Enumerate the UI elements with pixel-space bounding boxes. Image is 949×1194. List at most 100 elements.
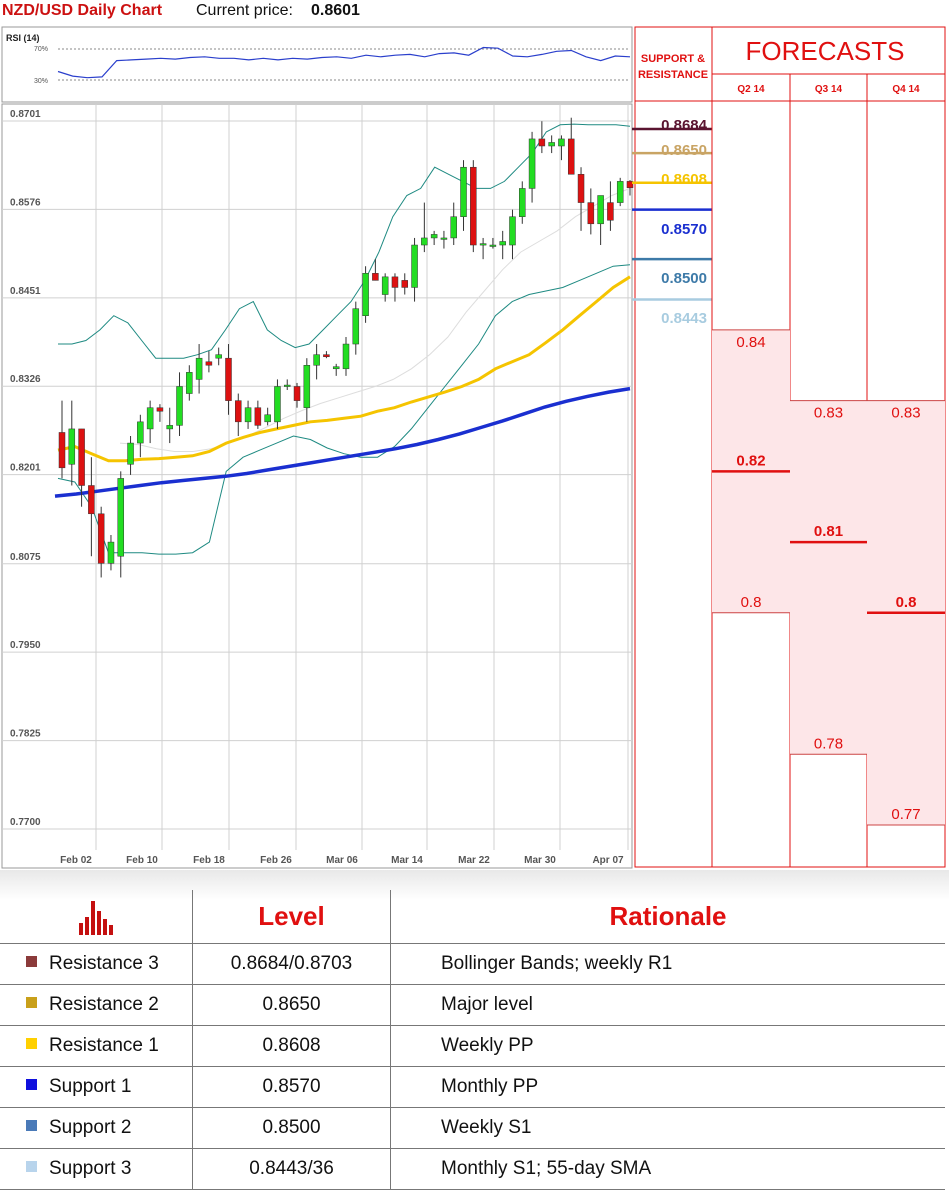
- candle: [97, 506, 105, 578]
- candle-body: [479, 243, 487, 246]
- row-name-cell: Resistance 2: [0, 984, 193, 1026]
- x-axis-ticks: Feb 02 Feb 10 Feb 18 Feb 26 Mar 06 Mar 14 Mar …: [60, 855, 624, 866]
- candle: [460, 160, 467, 231]
- row-color-swatch: [26, 1079, 37, 1091]
- sr-panel: [634, 26, 713, 868]
- candle-body: [88, 485, 95, 515]
- table-row: Support 3 0.8443/36 Monthly S1; 55-day SMA: [0, 1148, 945, 1190]
- candle: [470, 160, 477, 253]
- bollinger-lower-band: [57, 264, 631, 555]
- candle-body: [597, 195, 604, 225]
- candle: [440, 230, 448, 249]
- rationale-header: Rationale: [390, 890, 945, 944]
- y-tick-label: 0.8451: [10, 286, 41, 297]
- candle-body: [274, 386, 281, 423]
- candle-body: [381, 276, 389, 295]
- row-name-cell: Resistance 1: [0, 1025, 193, 1067]
- candle: [235, 393, 242, 436]
- candle-body: [401, 280, 409, 288]
- candle-body: [195, 357, 203, 380]
- candle: [538, 121, 546, 154]
- level-header: Level: [192, 890, 391, 944]
- candle: [528, 131, 536, 203]
- candle-body: [460, 166, 467, 217]
- rsi-panel: [1, 26, 633, 103]
- sr-level-label: 0.8570: [661, 221, 707, 238]
- price-grid: [2, 104, 632, 850]
- candle: [519, 181, 526, 224]
- candle: [195, 344, 203, 394]
- row-level: 0.8570: [192, 1066, 391, 1108]
- row-level: 0.8500: [192, 1107, 391, 1149]
- forecast-mid-label: 0.82: [736, 452, 765, 469]
- row-color-swatch: [26, 1038, 37, 1050]
- table-icon-cell: [0, 890, 193, 944]
- row-rationale: Major level: [390, 984, 945, 1026]
- forecast-quarter-label: Q3 14: [815, 84, 843, 95]
- x-tick-label: Feb 10: [126, 855, 158, 866]
- candle-body: [391, 276, 399, 288]
- x-tick-label: Feb 02: [60, 855, 92, 866]
- x-tick-label: Mar 22: [458, 855, 490, 866]
- x-tick-label: Mar 30: [524, 855, 556, 866]
- y-tick-label: 0.8701: [10, 109, 41, 120]
- row-color-swatch: [26, 956, 37, 968]
- candle-body: [225, 357, 232, 401]
- candle-body: [411, 244, 418, 288]
- y-axis-ticks: 0.8701 0.8576 0.8451 0.8326 0.8201 0.8075 0.79…: [10, 109, 41, 828]
- candle: [607, 181, 614, 231]
- forecast-high-label: 0.84: [736, 334, 765, 351]
- candle: [401, 273, 409, 295]
- candle: [391, 273, 399, 302]
- candle: [323, 351, 330, 359]
- candle: [58, 400, 66, 479]
- candle-body: [528, 138, 536, 189]
- table-row: Support 1 0.8570 Monthly PP: [0, 1066, 945, 1108]
- candle: [176, 372, 183, 436]
- x-tick-label: Mar 14: [391, 855, 423, 866]
- candle-body: [616, 181, 624, 203]
- x-tick-label: Mar 06: [326, 855, 358, 866]
- forecast-columns: Q2 14 0.84 0.82 0.8 Q3 14 0.83 0.81 0.78 Q4 14 0.…: [712, 84, 945, 826]
- forecast-mid-label: 0.8: [896, 594, 917, 611]
- forecast-high-label: 0.83: [891, 405, 920, 422]
- candle-body: [440, 237, 448, 240]
- row-name: Support 2: [49, 1116, 132, 1138]
- sr-level-label: 0.8500: [661, 270, 707, 287]
- forecast-low-label: 0.77: [891, 806, 920, 823]
- candle-body: [97, 513, 105, 564]
- rsi-label: RSI (14): [6, 33, 40, 43]
- candle: [205, 351, 213, 373]
- rsi-line: [57, 46, 631, 79]
- candle: [381, 273, 389, 302]
- candle: [215, 347, 222, 366]
- candle: [244, 400, 252, 429]
- row-color-swatch: [26, 997, 37, 1009]
- forecast-title: FORECASTS: [746, 36, 905, 66]
- candle-body: [323, 354, 330, 358]
- candle: [430, 230, 438, 246]
- row-name: Resistance 2: [49, 993, 159, 1015]
- candle-body: [607, 202, 614, 221]
- candle-body: [430, 234, 438, 239]
- table-row: Resistance 3 0.8684/0.8703 Bollinger Bands…: [0, 943, 945, 985]
- candle: [479, 237, 487, 260]
- forecast-low-label: 0.78: [814, 735, 843, 752]
- candle-body: [117, 478, 125, 557]
- sr-title-line1: SUPPORT &: [641, 53, 705, 65]
- candle-body: [137, 421, 144, 444]
- sr-title-line2: RESISTANCE: [638, 69, 708, 81]
- candle-body: [205, 361, 213, 366]
- sr-levels: 0.8684 0.8650 0.8608 0.8570 0.8500 0.8443: [632, 117, 712, 327]
- candle-body: [548, 142, 555, 147]
- candle: [372, 259, 379, 281]
- table-row: Resistance 2 0.8650 Major level: [0, 984, 945, 1026]
- row-color-swatch: [26, 1161, 37, 1173]
- candle: [225, 344, 232, 415]
- candle-body: [283, 384, 291, 387]
- rsi-30-label: 30%: [34, 78, 48, 85]
- candle: [88, 457, 95, 557]
- candle-body: [244, 407, 252, 423]
- row-level: 0.8650: [192, 984, 391, 1026]
- row-rationale: Monthly PP: [390, 1066, 945, 1108]
